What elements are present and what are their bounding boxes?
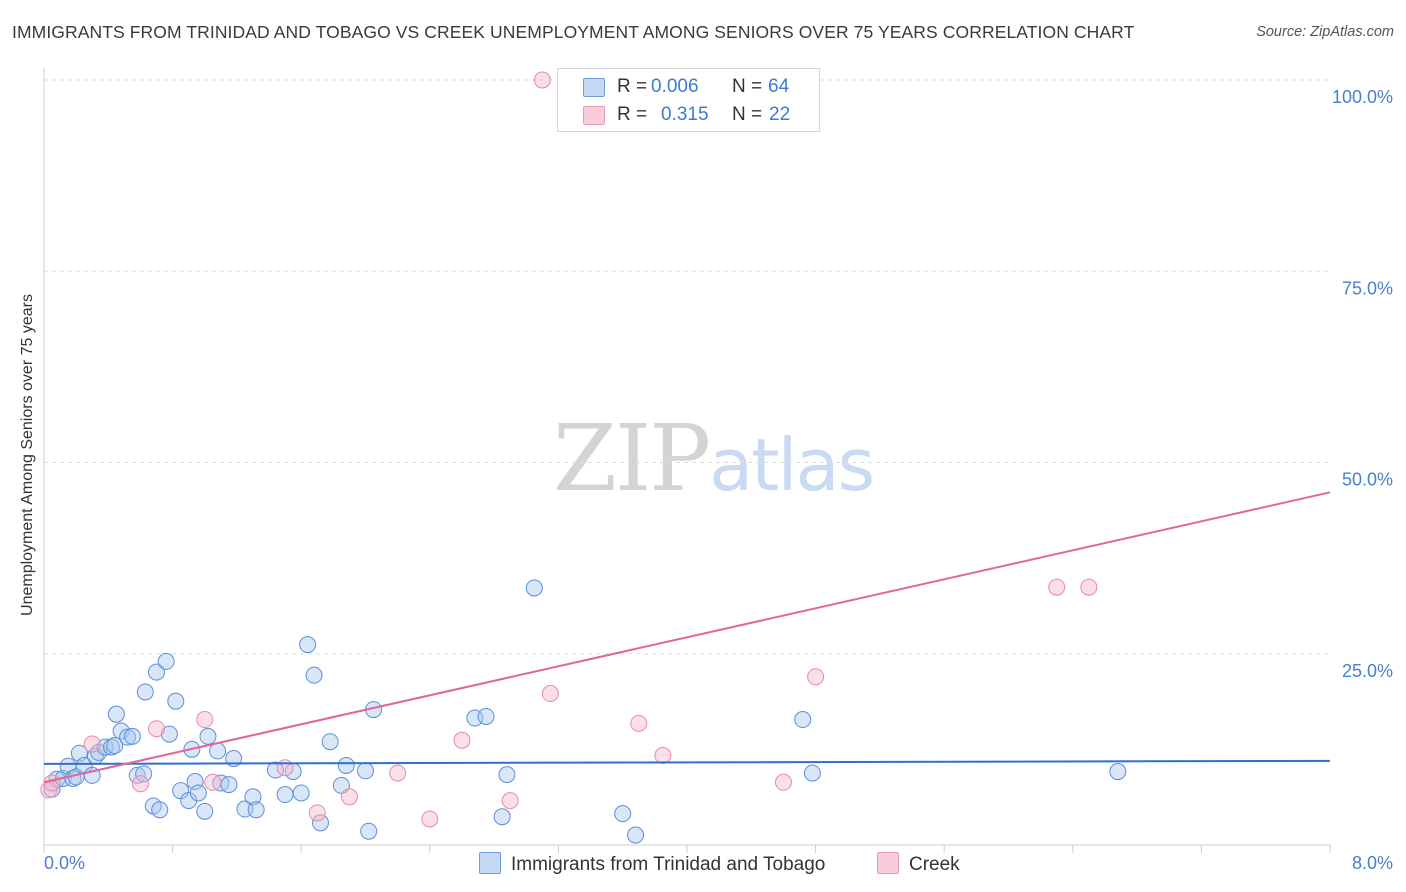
- y-tick-label: 25.0%: [1342, 661, 1393, 681]
- point-immigrants: [151, 801, 169, 819]
- point-immigrants: [276, 786, 294, 804]
- point-creek: [43, 774, 61, 792]
- point-immigrants: [119, 728, 137, 746]
- point-creek: [774, 773, 792, 791]
- point-immigrants: [167, 692, 185, 710]
- y-tick-label: 100.0%: [1332, 87, 1393, 107]
- point-immigrants: [148, 663, 166, 681]
- point-immigrants: [305, 666, 323, 684]
- point-immigrants: [247, 801, 265, 819]
- trend-lines: [43, 491, 1331, 784]
- point-immigrants: [106, 737, 124, 755]
- point-creek: [421, 810, 439, 828]
- point-immigrants: [360, 822, 378, 840]
- point-immigrants: [107, 705, 125, 723]
- point-immigrants: [123, 727, 141, 745]
- y-tick-label: 75.0%: [1342, 278, 1393, 298]
- point-immigrants: [493, 808, 511, 826]
- grid: [44, 79, 1330, 655]
- bottom-legend-label-creek: Creek: [909, 854, 960, 875]
- trend-line-creek: [43, 491, 1331, 784]
- point-immigrants: [135, 765, 153, 783]
- point-creek: [389, 764, 407, 782]
- point-immigrants: [189, 784, 207, 802]
- x-tick-label: 0.0%: [44, 853, 85, 873]
- legend-n-value: 22: [769, 104, 791, 125]
- point-immigrants: [292, 784, 310, 802]
- point-immigrants: [1109, 763, 1127, 781]
- legend-swatch-pink: [583, 106, 605, 125]
- point-creek: [340, 788, 358, 806]
- point-creek: [276, 759, 294, 777]
- legend-r-label: R =: [617, 104, 648, 125]
- point-immigrants: [220, 776, 238, 794]
- point-creek: [131, 775, 149, 793]
- point-immigrants: [196, 802, 214, 820]
- bottom-legend-swatch-pink: [877, 852, 899, 874]
- tick-labels: 25.0% 50.0% 75.0% 100.0% 0.0% 8.0%: [44, 87, 1393, 873]
- chart-title: IMMIGRANTS FROM TRINIDAD AND TOBAGO VS C…: [12, 22, 1135, 42]
- legend-r-value: 0.315: [661, 104, 709, 125]
- x-tick-label: 8.0%: [1352, 853, 1393, 873]
- point-immigrants: [160, 725, 178, 743]
- point-creek: [654, 746, 672, 764]
- point-immigrants: [244, 788, 262, 806]
- legend-r-value: 0.006: [651, 76, 699, 97]
- point-creek: [83, 735, 101, 753]
- point-creek: [204, 773, 222, 791]
- legend-n-label: N =: [732, 76, 763, 97]
- stats-legend: R = 0.006 N = 64 R = 0.315 N = 22: [557, 68, 820, 132]
- point-immigrants: [627, 826, 645, 844]
- point-immigrants: [299, 636, 317, 654]
- legend-n-value: 64: [768, 76, 790, 97]
- bottom-legend-creek: Creek: [877, 852, 960, 876]
- point-immigrants: [614, 805, 632, 823]
- point-immigrants: [477, 707, 495, 725]
- trend-line-immigrants: [43, 759, 1331, 765]
- point-immigrants: [157, 652, 175, 670]
- watermark-zip: ZIP: [553, 405, 711, 512]
- bottom-legend-immigrants: Immigrants from Trinidad and Tobago: [479, 852, 825, 876]
- point-creek: [196, 711, 214, 729]
- point-immigrants: [498, 766, 516, 784]
- point-immigrants: [136, 683, 154, 701]
- point-creek: [541, 685, 559, 703]
- watermark: ZIPatlas: [553, 405, 875, 512]
- legend-n-label: N =: [732, 104, 763, 125]
- point-creek: [1048, 578, 1066, 596]
- point-immigrants: [199, 727, 217, 745]
- y-tick-label: 50.0%: [1342, 470, 1393, 490]
- point-immigrants: [112, 722, 130, 740]
- bottom-legend-label-immigrants: Immigrants from Trinidad and Tobago: [511, 854, 826, 875]
- legend-swatch-blue: [583, 78, 605, 97]
- y-axis-label: Unemployment Among Seniors over 75 years: [19, 294, 36, 616]
- point-immigrants: [525, 579, 543, 597]
- series-creek-points: [40, 71, 1098, 828]
- bottom-legend-swatch-blue: [479, 852, 501, 874]
- series-immigrants-points: [43, 579, 1127, 844]
- point-immigrants: [357, 762, 374, 780]
- point-immigrants: [794, 711, 812, 729]
- point-creek: [1080, 578, 1098, 596]
- point-creek: [501, 792, 519, 810]
- point-immigrants: [337, 756, 355, 774]
- point-creek: [630, 714, 648, 732]
- axes: [43, 68, 1331, 853]
- legend-r-label: R =: [617, 76, 648, 97]
- point-creek: [308, 804, 326, 822]
- point-creek: [453, 731, 471, 749]
- watermark-atlas: atlas: [709, 423, 875, 507]
- source-label: Source: ZipAtlas.com: [1256, 24, 1394, 40]
- point-immigrants: [321, 733, 339, 751]
- point-immigrants: [803, 764, 821, 782]
- point-immigrants: [311, 814, 329, 832]
- point-creek: [533, 71, 551, 89]
- point-creek: [807, 668, 825, 686]
- point-creek: [148, 720, 166, 738]
